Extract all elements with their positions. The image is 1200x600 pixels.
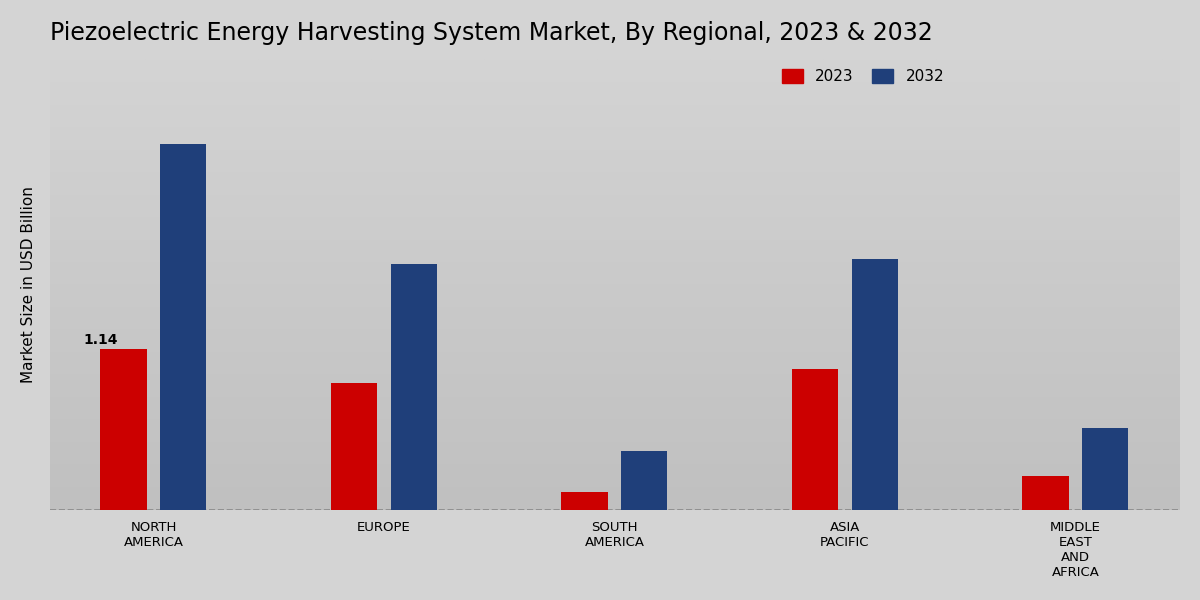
Bar <box>101 349 146 510</box>
Bar <box>792 369 838 510</box>
Y-axis label: Market Size in USD Billion: Market Size in USD Billion <box>20 186 36 383</box>
Bar <box>331 383 377 510</box>
Bar <box>562 492 607 510</box>
Bar <box>161 144 206 510</box>
Bar <box>622 451 667 510</box>
Legend: 2023, 2032: 2023, 2032 <box>775 62 950 90</box>
Bar <box>1022 476 1068 510</box>
Text: 1.14: 1.14 <box>83 333 118 347</box>
Bar <box>852 259 898 510</box>
Bar <box>1082 428 1128 510</box>
Bar <box>391 263 437 510</box>
Text: Piezoelectric Energy Harvesting System Market, By Regional, 2023 & 2032: Piezoelectric Energy Harvesting System M… <box>49 21 932 45</box>
